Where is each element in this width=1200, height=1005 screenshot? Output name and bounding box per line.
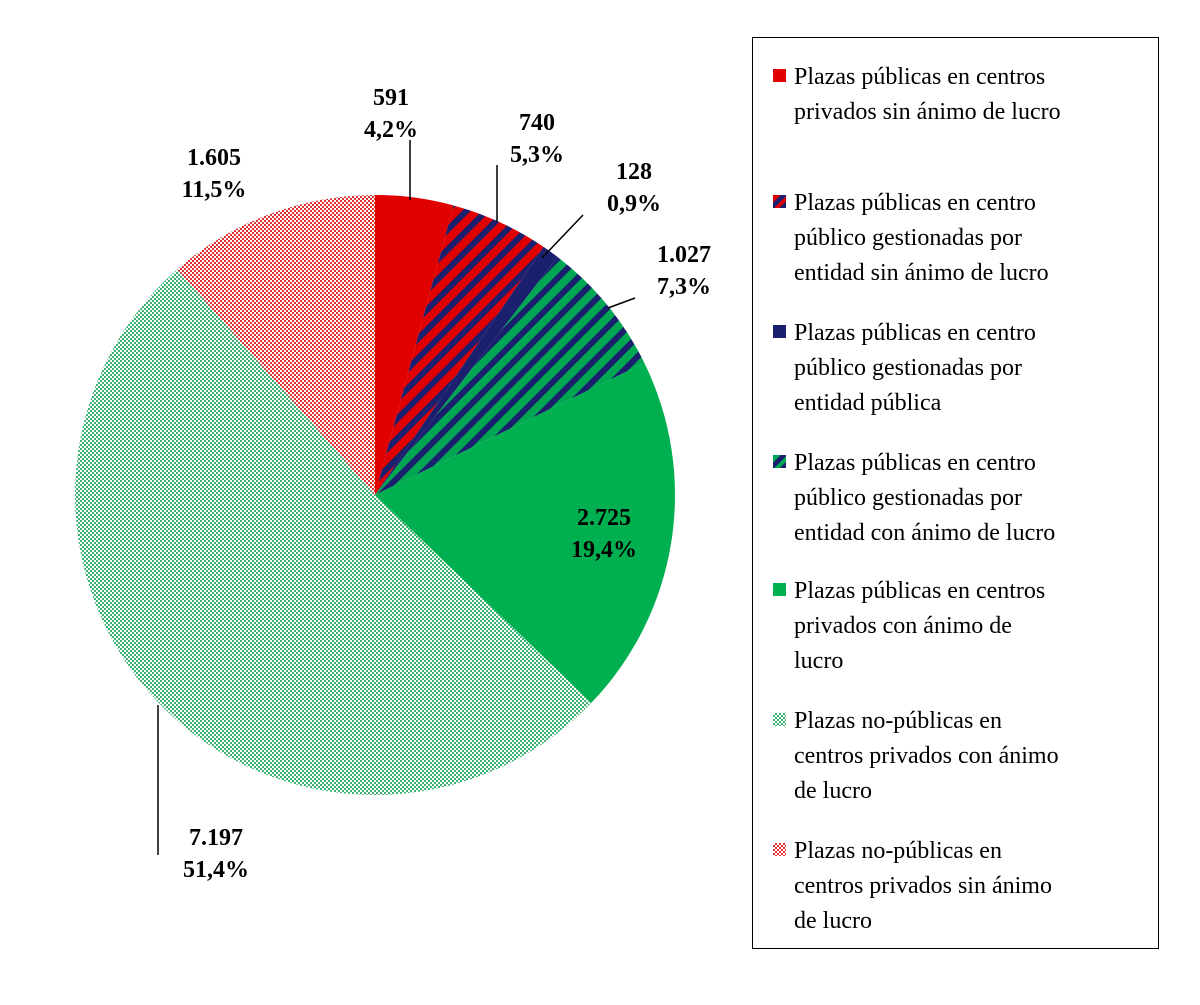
legend-swatch (773, 195, 786, 208)
legend-label-line: de lucro (794, 778, 872, 804)
leader-line (541, 214, 584, 259)
legend-label-line: Plazas públicas en centros (794, 578, 1046, 604)
data-label-percent: 5,3% (510, 142, 564, 168)
pie-slice (375, 256, 645, 495)
legend-label-line: público gestionadas por (794, 225, 1022, 251)
legend-item: Plazas públicas en centro público gestion… (773, 186, 1148, 291)
legend-label-line: entidad con ánimo de lucro (794, 520, 1056, 546)
legend-item: Plazas públicas en centro público gestion… (773, 316, 1148, 421)
legend-label: Plazas públicas en centro público gestion… (794, 316, 1036, 421)
legend-label-line: Plazas públicas en centros (794, 64, 1046, 90)
data-label-percent: 51,4% (183, 857, 249, 883)
data-label-percent: 19,4% (571, 537, 637, 563)
legend-item: Plazas públicas en centros privados con á… (773, 574, 1148, 679)
legend-label-line: público gestionadas por (794, 355, 1022, 381)
data-label-value: 1.605 (187, 145, 241, 171)
data-label-value: 1.027 (657, 242, 711, 268)
legend-label-line: privados con ánimo de (794, 613, 1012, 639)
pie-slice (375, 362, 675, 703)
legend-swatch (773, 69, 786, 82)
pie-slice (375, 205, 544, 495)
legend-item: Plazas no-públicas en centros privados si… (773, 834, 1148, 939)
legend-swatch (773, 455, 786, 468)
data-label-value: 128 (616, 159, 652, 185)
legend-label-line: Plazas públicas en centro (794, 450, 1036, 476)
legend-label-line: entidad pública (794, 390, 942, 416)
data-label-percent: 0,9% (607, 191, 661, 217)
legend-item: Plazas no-públicas en centros privados co… (773, 704, 1148, 809)
data-label-percent: 7,3% (657, 274, 711, 300)
pie-slice (177, 195, 375, 495)
pie-slice (375, 195, 454, 495)
legend-label-line: privados sin ánimo de lucro (794, 99, 1061, 125)
legend-label-line: de lucro (794, 908, 872, 934)
legend-label-line: Plazas públicas en centro (794, 320, 1036, 346)
data-label-percent: 4,2% (364, 117, 418, 143)
legend-label-line: entidad sin ánimo de lucro (794, 260, 1049, 286)
legend-swatch (773, 583, 786, 596)
legend-swatch (773, 713, 786, 726)
legend-label: Plazas públicas en centros privados sin á… (794, 60, 1061, 130)
legend-label: Plazas públicas en centros privados con á… (794, 574, 1045, 679)
pie-slice (375, 246, 558, 495)
legend-label-line: lucro (794, 648, 844, 674)
legend-swatch (773, 325, 786, 338)
data-label-value: 7.197 (189, 825, 243, 851)
data-label-value: 2.725 (577, 505, 631, 531)
legend-label-line: centros privados con ánimo (794, 743, 1059, 769)
legend-swatch (773, 843, 786, 856)
data-label-percent: 11,5% (182, 177, 247, 203)
leader-line (607, 297, 636, 309)
legend-label: Plazas no-públicas en centros privados si… (794, 834, 1052, 939)
legend-label: Plazas no-públicas en centros privados co… (794, 704, 1059, 809)
legend-label-line: Plazas públicas en centro (794, 190, 1036, 216)
legend-item: Plazas públicas en centro público gestion… (773, 446, 1148, 551)
pie-slice (75, 269, 592, 795)
legend-label-line: centros privados sin ánimo (794, 873, 1052, 899)
legend-label-line: público gestionadas por (794, 485, 1022, 511)
pie-chart: 591 4,2% 740 5,3% 128 0,9% 1.027 7,3% 2.725 19,4%… (75, 85, 711, 883)
legend-item: Plazas públicas en centros privados sin á… (773, 60, 1148, 130)
data-label-value: 591 (373, 85, 409, 111)
legend-label: Plazas públicas en centro público gestion… (794, 446, 1055, 551)
legend-label-line: Plazas no-públicas en (794, 708, 1002, 734)
legend: Plazas públicas en centros privados sin á… (752, 37, 1159, 949)
legend-label-line: Plazas no-públicas en (794, 838, 1002, 864)
legend-label: Plazas públicas en centro público gestion… (794, 186, 1049, 291)
data-label-value: 740 (519, 110, 555, 136)
